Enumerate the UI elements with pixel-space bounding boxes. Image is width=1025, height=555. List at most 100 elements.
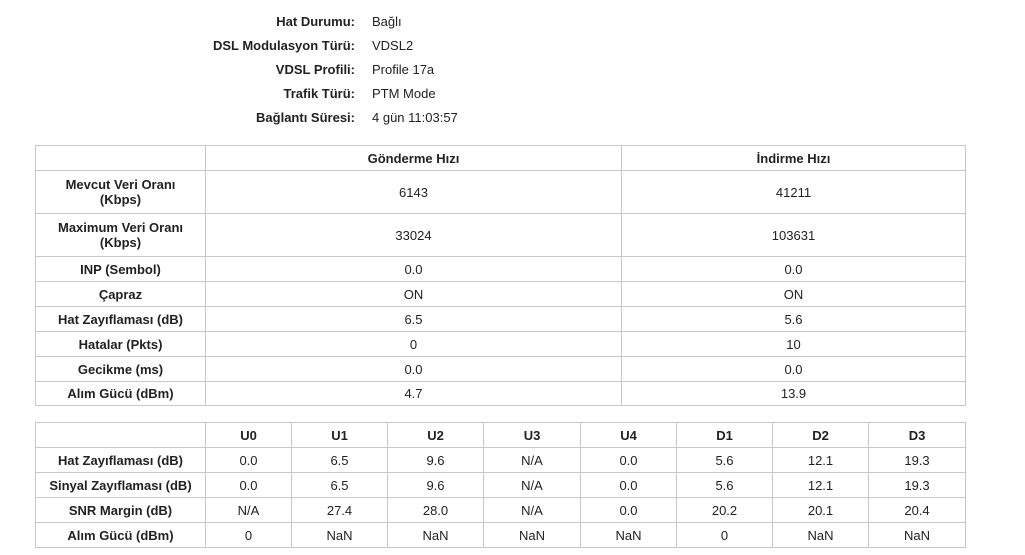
value-cell: NaN (291, 522, 388, 548)
value-cell: 6.5 (291, 472, 388, 498)
row-label: Sinyal Zayıflaması (dB) (35, 472, 206, 498)
rate-table: Gönderme Hızı İndirme Hızı Mevcut Veri Ora… (35, 145, 966, 406)
value-cell: ON (205, 281, 622, 307)
value-cell: 20.2 (676, 497, 773, 523)
value-cell: 6.5 (291, 447, 388, 473)
header-cell: U0 (205, 422, 292, 448)
row-label: Mevcut Veri Oranı (Kbps) (35, 170, 206, 214)
value-cell: 33024 (205, 213, 622, 257)
header-cell (35, 145, 206, 171)
header-cell: Gönderme Hızı (205, 145, 622, 171)
value-cell: 6143 (205, 170, 622, 214)
value-cell: ON (621, 281, 966, 307)
row-label: Çapraz (35, 281, 206, 307)
value-cell: N/A (205, 497, 292, 523)
value-cell: 0 (205, 522, 292, 548)
table-row: Maximum Veri Oranı (Kbps) 33024 103631 (35, 213, 966, 257)
status-row: VDSL Profili: Profile 17a (0, 58, 1025, 82)
value-cell: 0 (205, 331, 622, 357)
table-row: Sinyal Zayıflaması (dB) 0.0 6.5 9.6 N/A 0.0 5.… (35, 472, 966, 498)
status-value: PTM Mode (372, 86, 436, 101)
header-cell: D3 (868, 422, 966, 448)
value-cell: 12.1 (772, 447, 869, 473)
row-label: Alım Gücü (dBm) (35, 522, 206, 548)
status-value: Profile 17a (372, 62, 435, 77)
value-cell: 4.7 (205, 381, 622, 406)
band-table: U0 U1 U2 U3 U4 D1 D2 D3 Hat Zayıflaması (dB) 0.0 6… (35, 422, 966, 548)
status-value: Bağlı (372, 14, 402, 29)
value-cell: 20.4 (868, 497, 966, 523)
status-label: VDSL Profili: (275, 62, 355, 77)
value-cell: NaN (868, 522, 966, 548)
value-cell: N/A (483, 472, 581, 498)
header-cell: U1 (291, 422, 388, 448)
header-row: U0 U1 U2 U3 U4 D1 D2 D3 (35, 422, 966, 448)
table-row: Mevcut Veri Oranı (Kbps) 6143 41211 (35, 170, 966, 214)
value-cell: 0.0 (205, 356, 622, 382)
value-cell: 0.0 (205, 472, 292, 498)
header-cell: İndirme Hızı (621, 145, 966, 171)
value-cell: 0.0 (621, 356, 966, 382)
row-label: Maximum Veri Oranı (Kbps) (35, 213, 206, 257)
header-cell: D2 (772, 422, 869, 448)
header-cell: U2 (387, 422, 484, 448)
status-label: Bağlantı Süresi: (256, 110, 355, 125)
status-row: Hat Durumu: Bağlı (0, 10, 1025, 34)
table-row: Çapraz ON ON (35, 281, 966, 307)
value-cell: 6.5 (205, 306, 622, 332)
value-cell: 19.3 (868, 447, 966, 473)
status-label: Trafik Türü: (283, 86, 355, 101)
status-value: 4 gün 11:03:57 (372, 110, 458, 125)
row-label: Hatalar (Pkts) (35, 331, 206, 357)
status-row: DSL Modulasyon Türü: VDSL2 (0, 34, 1025, 58)
value-cell: 12.1 (772, 472, 869, 498)
value-cell: NaN (387, 522, 484, 548)
value-cell: 10 (621, 331, 966, 357)
value-cell: 5.6 (676, 447, 773, 473)
status-row: Trafik Türü: PTM Mode (0, 82, 1025, 106)
value-cell: 41211 (621, 170, 966, 214)
table-row: Alım Gücü (dBm) 0 NaN NaN NaN NaN 0 NaN NaN (35, 522, 966, 548)
row-label: Hat Zayıflaması (dB) (35, 306, 206, 332)
table-row: Alım Gücü (dBm) 4.7 13.9 (35, 381, 966, 406)
value-cell: 0.0 (205, 447, 292, 473)
value-cell: 9.6 (387, 447, 484, 473)
value-cell: 5.6 (676, 472, 773, 498)
status-label: DSL Modulasyon Türü: (212, 38, 355, 53)
header-cell (35, 422, 206, 448)
header-row: Gönderme Hızı İndirme Hızı (35, 145, 966, 171)
header-cell: D1 (676, 422, 773, 448)
value-cell: 0.0 (205, 256, 622, 282)
status-value: VDSL2 (372, 38, 414, 53)
value-cell: 0.0 (580, 472, 677, 498)
table-row: Hatalar (Pkts) 0 10 (35, 331, 966, 357)
row-label: Gecikme (ms) (35, 356, 206, 382)
table-row: Hat Zayıflaması (dB) 0.0 6.5 9.6 N/A 0.0 5.6 12… (35, 447, 966, 473)
value-cell: 0 (676, 522, 773, 548)
row-label: SNR Margin (dB) (35, 497, 206, 523)
value-cell: 0.0 (580, 447, 677, 473)
value-cell: 27.4 (291, 497, 388, 523)
value-cell: NaN (772, 522, 869, 548)
status-label: Hat Durumu: (276, 14, 355, 29)
status-row: Bağlantı Süresi: 4 gün 11:03:57 (0, 106, 1025, 130)
row-label: Alım Gücü (dBm) (35, 381, 206, 406)
value-cell: 103631 (621, 213, 966, 257)
table-row: SNR Margin (dB) N/A 27.4 28.0 N/A 0.0 20.2 20.1… (35, 497, 966, 523)
value-cell: NaN (483, 522, 581, 548)
value-cell: 19.3 (868, 472, 966, 498)
value-cell: N/A (483, 497, 581, 523)
table-row: Hat Zayıflaması (dB) 6.5 5.6 (35, 306, 966, 332)
table-row: INP (Sembol) 0.0 0.0 (35, 256, 966, 282)
value-cell: 28.0 (387, 497, 484, 523)
header-cell: U3 (483, 422, 581, 448)
value-cell: 0.0 (580, 497, 677, 523)
value-cell: 9.6 (387, 472, 484, 498)
value-cell: 13.9 (621, 381, 966, 406)
row-label: INP (Sembol) (35, 256, 206, 282)
value-cell: 0.0 (621, 256, 966, 282)
header-cell: U4 (580, 422, 677, 448)
row-label: Hat Zayıflaması (dB) (35, 447, 206, 473)
value-cell: 20.1 (772, 497, 869, 523)
